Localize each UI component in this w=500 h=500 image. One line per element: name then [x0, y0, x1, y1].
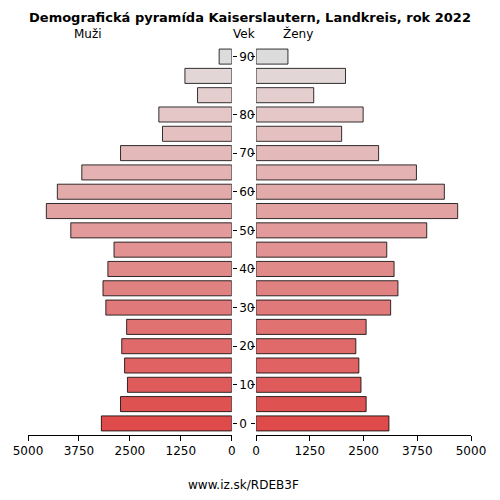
svg-text:1250: 1250 — [166, 444, 197, 458]
svg-text:90: 90 — [239, 50, 254, 64]
svg-text:3750: 3750 — [64, 444, 95, 458]
svg-text:0: 0 — [228, 444, 236, 458]
svg-text:5000: 5000 — [13, 444, 44, 458]
svg-text:80: 80 — [239, 108, 254, 122]
svg-text:2500: 2500 — [115, 444, 146, 458]
svg-text:40: 40 — [239, 262, 254, 276]
svg-text:60: 60 — [239, 185, 254, 199]
svg-text:3750: 3750 — [402, 444, 433, 458]
svg-text:1250: 1250 — [295, 444, 326, 458]
svg-text:5000: 5000 — [456, 444, 487, 458]
svg-text:0: 0 — [252, 444, 260, 458]
svg-text:30: 30 — [239, 301, 254, 315]
svg-text:2500: 2500 — [348, 444, 379, 458]
svg-text:0: 0 — [239, 417, 247, 431]
svg-text:Demografická pyramída Kaisersl: Demografická pyramída Kaiserslautern, La… — [29, 10, 471, 25]
svg-text:www.iz.sk/RDEB3F: www.iz.sk/RDEB3F — [188, 478, 299, 492]
svg-text:20: 20 — [239, 339, 254, 353]
svg-text:10: 10 — [239, 378, 254, 392]
svg-text:Vek: Vek — [233, 27, 255, 41]
svg-text:70: 70 — [239, 146, 254, 160]
svg-text:Muži: Muži — [74, 27, 102, 41]
svg-text:Ženy: Ženy — [283, 26, 313, 41]
svg-text:50: 50 — [239, 224, 254, 238]
